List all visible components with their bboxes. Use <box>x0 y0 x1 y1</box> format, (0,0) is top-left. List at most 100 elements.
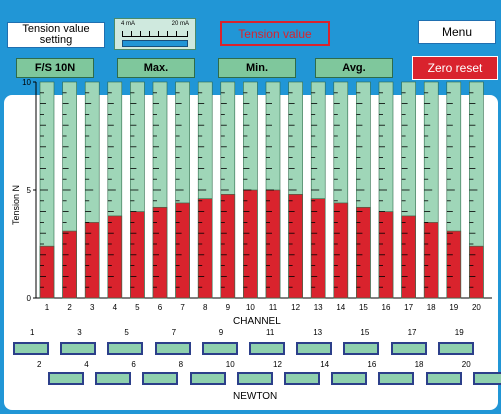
newton-value-slot <box>343 342 380 355</box>
meter-right-label: 20 mA <box>171 21 189 27</box>
bar <box>288 194 303 299</box>
newton-value-slot <box>378 372 415 385</box>
bar <box>310 198 326 299</box>
newton-channel-number: 10 <box>225 360 235 369</box>
x-tick-label: 14 <box>336 303 345 312</box>
x-tick-label: 11 <box>269 303 278 312</box>
fs-label: F/S 10N <box>34 62 76 74</box>
newton-channel-number: 8 <box>178 360 184 369</box>
x-tick-label: 4 <box>113 303 118 312</box>
menu-label: Menu <box>441 25 473 39</box>
x-tick-label: 13 <box>314 303 323 312</box>
meter-scale <box>122 31 188 37</box>
meter-bar <box>122 40 188 47</box>
avg-button[interactable]: Avg. <box>315 58 393 78</box>
newton-channel-number: 3 <box>77 328 82 337</box>
newton-channel-number: 18 <box>414 360 424 369</box>
x-tick-label: 17 <box>404 303 413 312</box>
newton-channel-number: 5 <box>124 328 129 337</box>
x-tick-label: 18 <box>427 303 436 312</box>
bar <box>333 202 349 299</box>
bar <box>197 198 213 299</box>
newton-value-slot <box>48 372 84 385</box>
newton-channel-number: 12 <box>273 360 282 369</box>
max-label: Max. <box>143 62 169 74</box>
x-tick-label: 3 <box>90 303 95 312</box>
tension-value-label: Tension value <box>238 26 312 41</box>
y-tick-label: 0 <box>27 294 32 303</box>
x-tick-label: 20 <box>472 303 481 312</box>
newton-channel-number: 16 <box>367 360 377 369</box>
y-tick-label: 5 <box>27 186 32 195</box>
bar <box>175 202 190 299</box>
x-tick-label: 10 <box>246 303 255 312</box>
newton-channel-number: 15 <box>360 328 370 337</box>
newton-value-slot <box>142 372 179 385</box>
bar <box>220 194 236 299</box>
newton-channel-number: 11 <box>266 328 275 337</box>
x-tick-label: 5 <box>135 303 140 312</box>
x-tick-label: 1 <box>45 303 50 312</box>
newton-value-slot <box>390 342 427 355</box>
bar <box>446 230 462 299</box>
bar <box>401 215 416 299</box>
newton-channel-number: 9 <box>218 328 224 337</box>
meter-left-label: 4 mA <box>121 21 136 27</box>
newton-channel-number: 14 <box>320 360 330 369</box>
newton-title: NEWTON <box>233 391 278 402</box>
x-tick-label: 19 <box>449 303 458 312</box>
tension-setting-button[interactable]: Tension value setting <box>7 22 105 48</box>
bar <box>423 222 439 299</box>
x-tick-label: 6 <box>158 303 163 312</box>
newton-channel-number: 20 <box>461 360 471 369</box>
newton-value-slot <box>331 372 368 385</box>
tension-value-display: Tension value <box>220 21 330 46</box>
current-meter: 4 mA 20 mA <box>114 18 196 50</box>
newton-channel-number: 7 <box>171 328 177 337</box>
min-button[interactable]: Min. <box>218 58 296 78</box>
newton-value-slot <box>437 342 474 355</box>
x-tick-label: 2 <box>67 303 72 312</box>
zero-reset-button[interactable]: Zero reset <box>412 56 498 80</box>
fs-button[interactable]: F/S 10N <box>16 58 94 78</box>
newton-value-slot <box>425 372 462 385</box>
min-label: Min. <box>246 62 268 74</box>
newton-value-slot <box>60 342 97 355</box>
newton-channel-number: 1 <box>30 328 35 337</box>
x-tick-label: 16 <box>382 303 391 312</box>
max-button[interactable]: Max. <box>117 58 195 78</box>
bar <box>107 215 123 299</box>
newton-channel-number: 6 <box>131 360 136 369</box>
bar <box>469 245 484 299</box>
x-tick-label: 15 <box>359 303 368 312</box>
newton-channel-number: 2 <box>37 360 42 369</box>
x-tick-label: 9 <box>226 303 231 312</box>
y-tick-label: 10 <box>22 78 31 87</box>
newton-value-slot <box>154 342 191 355</box>
x-tick-label: 7 <box>180 303 185 312</box>
newton-value-slot <box>189 372 226 385</box>
newton-value-slot <box>249 342 285 355</box>
newton-value-slot <box>236 372 273 385</box>
zero-reset-label: Zero reset <box>427 61 483 75</box>
avg-label: Avg. <box>342 62 366 74</box>
menu-button[interactable]: Menu <box>418 20 496 44</box>
newton-channel-number: 17 <box>407 328 417 337</box>
newton-value-slot <box>296 342 333 355</box>
x-axis-label: CHANNEL <box>233 316 281 327</box>
x-tick-label: 12 <box>291 303 300 312</box>
bar <box>84 222 100 299</box>
bar <box>152 206 168 299</box>
newton-value-slot <box>284 372 320 385</box>
tension-setting-label: Tension value setting <box>22 23 90 46</box>
newton-channel-number: 13 <box>313 328 323 337</box>
newton-value-slot <box>95 372 132 385</box>
bar <box>39 245 55 299</box>
newton-value-slot <box>107 342 144 355</box>
newton-value-slot <box>201 342 238 355</box>
bar <box>62 230 77 299</box>
x-tick-label: 8 <box>203 303 208 312</box>
bar <box>356 206 371 299</box>
newton-value-slot <box>13 342 49 355</box>
